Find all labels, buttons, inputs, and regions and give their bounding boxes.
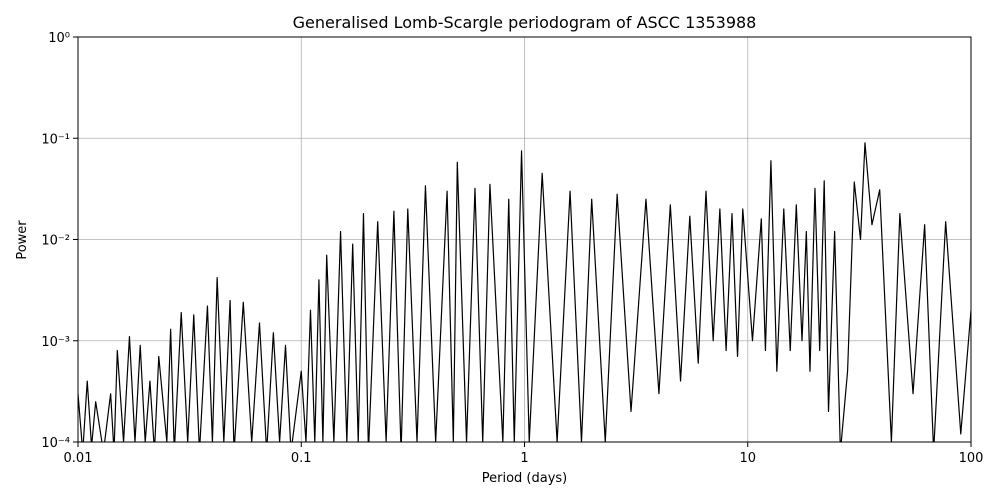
x-tick-label: 100	[959, 451, 984, 466]
x-axis-label: Period (days)	[482, 471, 568, 486]
y-tick-label: 10⁻¹	[41, 132, 70, 147]
y-tick-label: 10⁰	[48, 31, 70, 46]
chart-title: Generalised Lomb-Scargle periodogram of …	[293, 13, 757, 32]
x-tick-label: 0.01	[64, 451, 93, 466]
y-tick-label: 10⁻²	[41, 234, 70, 249]
plot-area	[78, 142, 971, 442]
y-axis-label: Power	[15, 220, 30, 260]
x-tick-label: 1	[520, 451, 528, 466]
x-tick-label: 0.1	[291, 451, 312, 466]
y-tick-label: 10⁻⁴	[41, 436, 70, 451]
plot-frame	[77, 36, 972, 443]
x-tick-label: 10	[739, 451, 756, 466]
series-line	[78, 142, 971, 442]
y-tick-label: 10⁻³	[41, 335, 70, 350]
